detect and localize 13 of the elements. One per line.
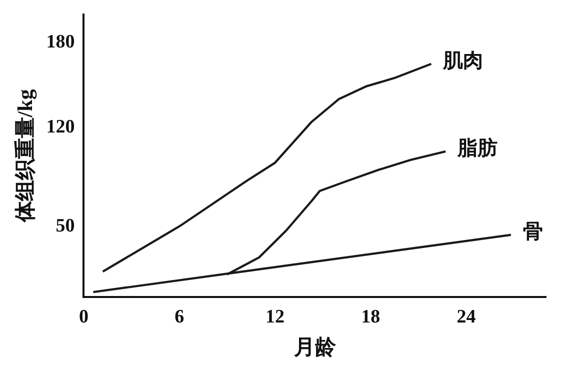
series-label: 脂肪 xyxy=(456,136,498,160)
y-axis-title: 体组织重量/kg xyxy=(13,88,38,224)
y-tick-label: 120 xyxy=(46,116,75,138)
x-tick-label: 18 xyxy=(361,306,380,328)
x-axis-title: 月龄 xyxy=(292,334,337,359)
x-tick-label: 24 xyxy=(456,306,476,328)
y-tick-label: 50 xyxy=(56,215,75,236)
series-label: 骨 xyxy=(522,221,543,243)
y-tick-label: 180 xyxy=(46,32,75,53)
x-tick-label: 0 xyxy=(78,306,88,328)
x-tick-label: 12 xyxy=(265,306,284,328)
x-tick-label: 6 xyxy=(174,306,184,328)
series-label: 肌肉 xyxy=(442,50,484,72)
